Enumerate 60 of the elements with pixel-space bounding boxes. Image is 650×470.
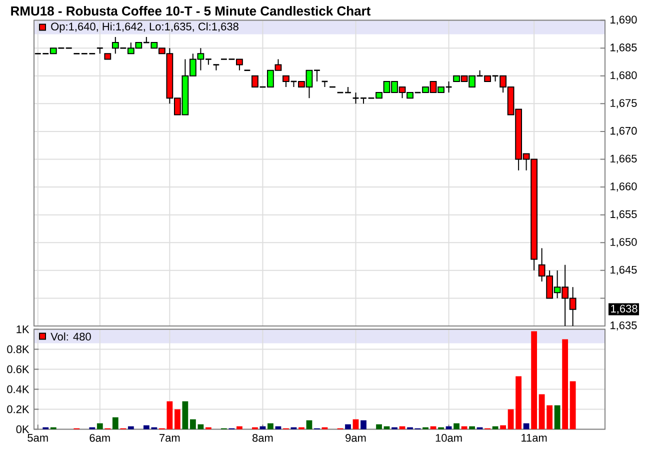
bar	[461, 426, 468, 430]
x-tick-label: 9am	[346, 434, 366, 442]
annotation: Vol: 480	[50, 332, 91, 341]
bar	[268, 423, 274, 430]
bar	[516, 376, 522, 430]
bar	[523, 423, 530, 430]
y-tick-label: 1,635	[610, 321, 637, 331]
bar	[399, 426, 406, 430]
x-tick-label: 7am	[160, 434, 180, 442]
x-tick-label: 10am	[436, 434, 462, 442]
y-tick-label: 1K	[16, 326, 30, 334]
bar	[96, 423, 103, 430]
bar	[128, 426, 134, 430]
bar	[345, 424, 351, 430]
y-tick-label: 0.6K	[7, 365, 30, 374]
bar	[454, 423, 460, 430]
bar	[492, 426, 498, 430]
bar	[376, 424, 382, 430]
bar	[174, 409, 180, 430]
bar	[570, 381, 576, 430]
bar	[182, 401, 188, 430]
candlestick	[352, 92, 360, 104]
annotation: Op:1,640, Hi:1,642, Lo:1,635, Cl:1,638	[51, 22, 238, 33]
x-tick-label: 8am	[252, 434, 273, 442]
y-tick-label: 1,670	[610, 126, 637, 136]
bar	[531, 331, 538, 430]
y-tick-label: 0.4K	[7, 385, 30, 394]
chart-title: RMU18 - Robusta Coffee 10-T - 5 Minute Candlestick Chart	[11, 6, 371, 16]
y-tick-label: 1,680	[610, 71, 637, 80]
bar	[275, 426, 282, 430]
bar	[430, 426, 436, 430]
x-tick-label: 5am	[28, 434, 48, 442]
bar	[508, 409, 514, 430]
bar	[360, 420, 366, 430]
bar	[500, 425, 506, 430]
text: 1,638	[611, 304, 638, 314]
y-tick-label: 0.2K	[7, 405, 30, 414]
y-tick-label: 1,675	[610, 99, 637, 108]
y-tick-label: 1,650	[610, 238, 637, 248]
bar	[446, 426, 452, 430]
x-tick-label: 6am	[90, 434, 110, 442]
bar	[112, 417, 118, 430]
bar	[236, 426, 242, 430]
bar	[306, 420, 312, 430]
y-tick-label: 0.8K	[7, 345, 30, 354]
y-tick-label: 1,655	[610, 210, 637, 220]
bar	[562, 339, 568, 430]
x-tick-label: 11am	[522, 434, 547, 442]
bar	[352, 419, 359, 430]
y-tick-label: 1,660	[610, 182, 637, 192]
candlestick	[212, 64, 220, 71]
y-tick-label: 1,645	[610, 266, 637, 275]
bar	[260, 426, 266, 430]
bar	[384, 426, 390, 430]
y-tick-label: 0K	[16, 425, 30, 434]
y-tick-label: 1,685	[610, 44, 637, 53]
y-tick-label: 1,665	[610, 154, 637, 164]
y-tick-label: 1,690	[610, 16, 637, 25]
bar	[554, 405, 560, 430]
bar	[469, 426, 475, 430]
